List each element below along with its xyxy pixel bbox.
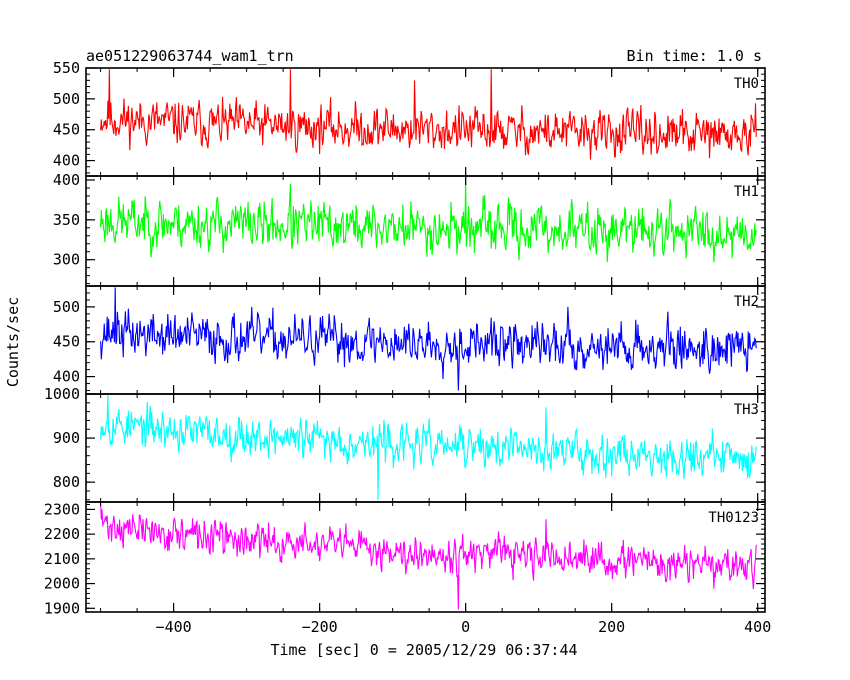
y-tick-label: 400 <box>53 171 80 189</box>
panel-frame <box>85 285 766 395</box>
panel-frame <box>85 393 766 503</box>
panel-label-th2: TH2 <box>734 294 759 310</box>
y-tick-label: 1900 <box>44 599 80 617</box>
series-line-th3 <box>100 394 757 500</box>
x-tick-label: 200 <box>598 618 625 636</box>
panel-frame <box>85 501 766 613</box>
x-axis-title: Time [sec] 0 = 2005/12/29 06:37:44 <box>270 641 577 659</box>
panel-label-th1: TH1 <box>734 184 759 200</box>
series-line-th0123 <box>100 503 757 610</box>
y-tick-label: 500 <box>53 90 80 108</box>
panel-label-th0: TH0 <box>734 76 759 92</box>
y-tick-label: 550 <box>53 59 80 77</box>
y-tick-label: 450 <box>53 121 80 139</box>
y-tick-label: 2300 <box>44 500 80 518</box>
y-tick-label: 500 <box>53 298 80 316</box>
series-line-th1 <box>100 176 757 263</box>
panel-th0123: 1900 2000 2100 2200 2300 TH0123 <box>44 500 766 617</box>
panel-th3: 800 900 1000 TH3 <box>44 385 766 503</box>
x-tick-label: −400 <box>156 618 192 636</box>
y-tick-label: 2200 <box>44 525 80 543</box>
y-tick-label: 2000 <box>44 575 80 593</box>
panel-label-th0123: TH0123 <box>708 510 759 526</box>
bin-time-label: Bin time: 1.0 s <box>627 47 762 65</box>
x-tick-label: 0 <box>461 618 470 636</box>
panel-th0: 400 450 500 550 TH0 <box>53 59 766 177</box>
y-tick-label: 2100 <box>44 550 80 568</box>
panel-label-th3: TH3 <box>734 402 759 418</box>
x-tick-label: 400 <box>744 618 771 636</box>
chart-title: ae051229063744_wam1_trn <box>86 47 294 65</box>
x-axis: −400 −200 0 200 400 <box>156 618 772 636</box>
y-tick-label: 400 <box>53 368 80 386</box>
series-line-th0 <box>100 69 757 160</box>
y-tick-label: 350 <box>53 211 80 229</box>
panels-group: 400 450 500 550 TH0 300 350 400 TH1 400 450 500 TH2 8… <box>44 59 766 617</box>
y-tick-label: 1000 <box>44 385 80 403</box>
y-tick-label: 800 <box>53 473 80 491</box>
y-tick-label: 400 <box>53 152 80 170</box>
panel-th1: 300 350 400 TH1 <box>53 171 766 287</box>
y-tick-label: 300 <box>53 251 80 269</box>
x-tick-label: −200 <box>302 618 338 636</box>
y-tick-label: 450 <box>53 333 80 351</box>
y-axis-title: Counts/sec <box>4 297 22 387</box>
series-line-th2 <box>100 287 757 391</box>
panel-th2: 400 450 500 TH2 <box>53 285 766 395</box>
y-tick-label: 900 <box>53 429 80 447</box>
